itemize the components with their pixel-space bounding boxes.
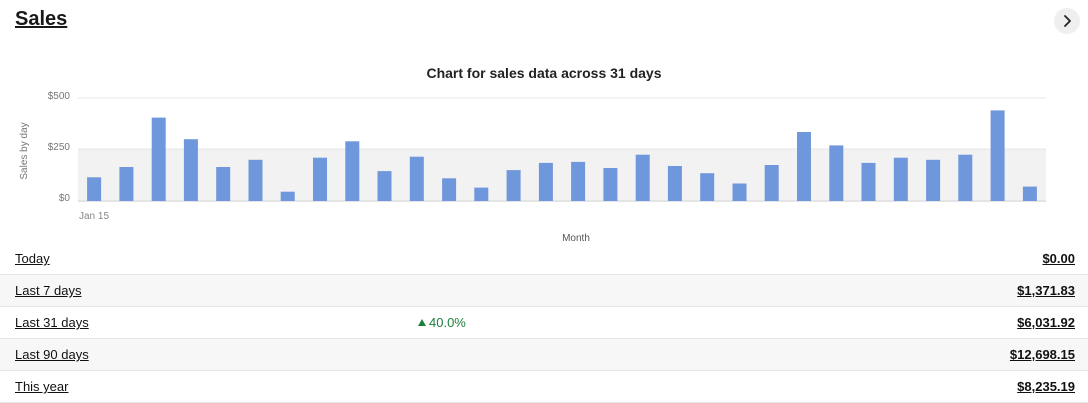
bar-day-22[interactable] [764, 165, 779, 201]
bar-day-20[interactable] [700, 173, 715, 201]
triangle-up-icon [418, 319, 426, 326]
x-axis-label: Month [562, 233, 590, 244]
sales-chart: Chart for sales data across 31 days $500… [0, 55, 1088, 245]
y-tick-label-500: $500 [48, 91, 71, 102]
summary-amount[interactable]: $1,371.83 [1017, 283, 1075, 298]
sales-title-link[interactable]: Sales [15, 8, 68, 30]
bar-day-27[interactable] [926, 159, 941, 201]
chevron-right-icon [1064, 15, 1071, 27]
summary-row-last-31-days: Last 31 days 40.0% $6,031.92 [0, 307, 1088, 339]
chart-title: Chart for sales data across 31 days [426, 65, 662, 81]
bar-day-12[interactable] [442, 178, 457, 201]
summary-label[interactable]: Today [15, 251, 50, 266]
bar-day-25[interactable] [861, 162, 876, 201]
y-axis-label: Sales by day [19, 122, 30, 179]
bar-day-14[interactable] [506, 170, 521, 201]
bar-day-21[interactable] [732, 183, 747, 202]
bar-day-28[interactable] [958, 154, 973, 201]
bar-day-24[interactable] [829, 145, 844, 201]
summary-amount[interactable]: $0.00 [1042, 251, 1075, 266]
next-button[interactable] [1054, 8, 1080, 34]
summary-label[interactable]: This year [15, 379, 69, 394]
summary-amount[interactable]: $12,698.15 [1009, 347, 1075, 362]
chart-svg: $500 $250 $0 Sales by day Jan 15 Month [19, 91, 1046, 244]
bar-day-18[interactable] [635, 154, 650, 201]
summary-table: Today $0.00 Last 7 days $1,371.83 Last 3… [0, 243, 1088, 403]
bar-day-10[interactable] [377, 171, 392, 201]
bar-day-4[interactable] [183, 139, 198, 201]
bar-day-5[interactable] [216, 167, 231, 201]
summary-amount[interactable]: $6,031.92 [1017, 315, 1075, 330]
bar-day-16[interactable] [571, 161, 586, 201]
bar-day-23[interactable] [797, 132, 811, 201]
summary-row-last-90-days: Last 90 days $12,698.15 [0, 339, 1088, 371]
summary-label[interactable]: Last 31 days [15, 315, 89, 330]
bar-day-2[interactable] [119, 167, 134, 201]
y-tick-label-0: $0 [59, 193, 71, 204]
bar-day-26[interactable] [893, 157, 908, 201]
bar-day-8[interactable] [313, 157, 327, 201]
bar-day-7[interactable] [280, 191, 295, 201]
bar-day-15[interactable] [538, 162, 553, 201]
bar-day-13[interactable] [474, 187, 489, 201]
summary-row-last-7-days: Last 7 days $1,371.83 [0, 275, 1088, 307]
plot-band [78, 149, 1046, 200]
bar-day-19[interactable] [667, 166, 682, 201]
summary-amount[interactable]: $8,235.19 [1017, 379, 1075, 394]
bars-group [87, 110, 1037, 201]
change-value: 40.0% [429, 315, 466, 330]
bar-day-1[interactable] [87, 177, 102, 201]
bar-day-6[interactable] [248, 159, 263, 201]
bar-day-9[interactable] [345, 141, 360, 201]
bar-day-30[interactable] [1022, 186, 1037, 201]
x-tick-label-jan-15: Jan 15 [79, 211, 109, 222]
change-indicator: 40.0% [418, 315, 466, 330]
summary-label[interactable]: Last 7 days [15, 283, 82, 298]
bar-day-11[interactable] [409, 156, 424, 201]
summary-row-today: Today $0.00 [0, 243, 1088, 275]
bar-day-17[interactable] [603, 168, 618, 201]
summary-row-this-year: This year $8,235.19 [0, 371, 1088, 403]
y-tick-label-250: $250 [48, 142, 71, 153]
summary-label[interactable]: Last 90 days [15, 347, 89, 362]
bar-day-29[interactable] [990, 110, 1005, 201]
bar-day-3[interactable] [151, 117, 166, 201]
